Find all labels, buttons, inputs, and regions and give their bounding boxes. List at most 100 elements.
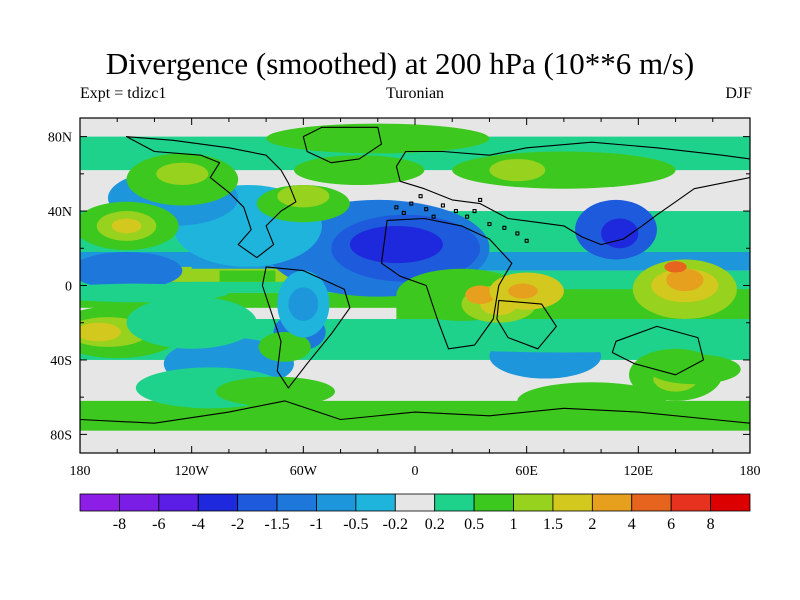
coastline	[261, 266, 351, 389]
coastline	[395, 141, 750, 246]
field-contour	[664, 261, 687, 273]
field-contour	[111, 218, 142, 234]
colorbar-labels: -8 -6 -4 -2 -1.5 -1 -0.5 -0.2 0.2 0.5 1 1.5 2 4 6 8	[113, 516, 715, 533]
colorbar-label: -8	[113, 516, 126, 533]
field-contour	[215, 376, 335, 407]
colorbar-label: -1	[310, 516, 323, 533]
island	[401, 210, 406, 215]
colorbar-label: 1.5	[543, 516, 563, 533]
field-contour	[465, 285, 496, 305]
island	[524, 238, 529, 243]
field-contour	[126, 296, 257, 349]
island	[409, 201, 414, 206]
field-contour	[80, 283, 229, 303]
island	[431, 214, 436, 219]
colorbar-swatch	[237, 493, 278, 512]
field-contour	[517, 382, 667, 420]
colorbar-swatch	[552, 493, 593, 512]
island	[472, 209, 477, 214]
colorbar-label: 0.5	[464, 516, 484, 533]
colorbar-swatch	[670, 493, 711, 512]
island	[424, 207, 429, 212]
field-contour	[452, 151, 676, 189]
colorbar-swatch	[591, 493, 633, 512]
continent-outlines	[80, 126, 750, 453]
colorbar-label: -0.5	[343, 516, 368, 533]
colorbar-swatch	[119, 493, 160, 512]
colorbar-swatch	[394, 493, 436, 512]
colorbar-swatch	[158, 493, 199, 512]
field-contour	[80, 322, 121, 342]
field-contour	[277, 185, 330, 208]
season-label: DJF	[725, 85, 752, 102]
x-axis-labels: 180 120W 60W 0 60E 120E 180	[70, 464, 761, 479]
colorbar-label: 6	[667, 516, 675, 533]
experiment-label: Expt = tdizc1	[80, 85, 167, 102]
x-tick-label: 180	[740, 464, 761, 479]
field-contour	[647, 354, 741, 385]
colorbar-swatch	[79, 493, 120, 512]
colorbar-label: -2	[231, 516, 244, 533]
colorbar-swatch	[710, 493, 751, 512]
colorbar-swatch	[276, 493, 317, 512]
y-tick-label: 80N	[48, 131, 72, 146]
colorbar-swatch	[631, 493, 672, 512]
island	[453, 209, 458, 214]
colorbar-swatch	[355, 493, 396, 512]
field-contour	[294, 155, 425, 185]
coastline	[125, 136, 297, 259]
y-tick-label: 80S	[50, 428, 72, 443]
period-label: Turonian	[385, 85, 445, 102]
island	[394, 205, 399, 210]
axis-ticks	[79, 118, 751, 453]
x-tick-label: 120W	[175, 464, 210, 479]
x-tick-label: 60W	[290, 464, 318, 479]
coastline	[80, 400, 750, 453]
x-tick-label: 0	[412, 464, 419, 479]
field-contour	[266, 123, 490, 154]
colorbar-swatch	[513, 493, 554, 512]
x-tick-label: 60E	[515, 464, 538, 479]
field-contour	[156, 162, 209, 185]
colorbar-label: -6	[152, 516, 165, 533]
colorbar-swatch	[473, 493, 514, 512]
colorbar	[79, 493, 751, 512]
y-tick-label: 40S	[50, 354, 72, 369]
island	[502, 225, 507, 230]
island	[465, 214, 470, 219]
island	[418, 194, 423, 199]
colorbar-swatch	[197, 493, 239, 512]
island	[440, 203, 445, 208]
coastline	[611, 325, 705, 376]
chart-title: Divergence (smoothed) at 200 hPa (10**6 …	[105, 46, 695, 81]
colorbar-label: -0.2	[383, 516, 408, 533]
colorbar-swatch	[434, 493, 475, 512]
field-contour	[489, 158, 546, 182]
island	[515, 231, 520, 236]
colorbar-label: 1	[510, 516, 518, 533]
x-tick-label: 180	[70, 464, 91, 479]
field-contour	[666, 268, 704, 292]
colorbar-label: -1.5	[264, 516, 289, 533]
coastline	[496, 299, 557, 350]
colorbar-label: 2	[588, 516, 596, 533]
y-tick-label: 40N	[48, 205, 72, 220]
field-contour	[601, 218, 639, 249]
colorbar-label: 4	[628, 516, 636, 533]
coastline	[380, 217, 513, 350]
field-contour	[258, 332, 311, 362]
field-contour	[508, 283, 538, 299]
coastline	[302, 126, 383, 164]
field-contour	[349, 225, 443, 264]
colorbar-label: 8	[707, 516, 715, 533]
island	[487, 222, 492, 227]
island	[478, 197, 483, 202]
x-tick-label: 120E	[624, 464, 654, 479]
field-contour	[415, 330, 713, 353]
y-axis-labels: 80N 40N 0 40S 80S	[48, 131, 72, 444]
colorbar-label: -4	[192, 516, 205, 533]
field-band	[219, 270, 276, 282]
field-contour	[80, 252, 183, 290]
field-contour	[288, 287, 319, 321]
